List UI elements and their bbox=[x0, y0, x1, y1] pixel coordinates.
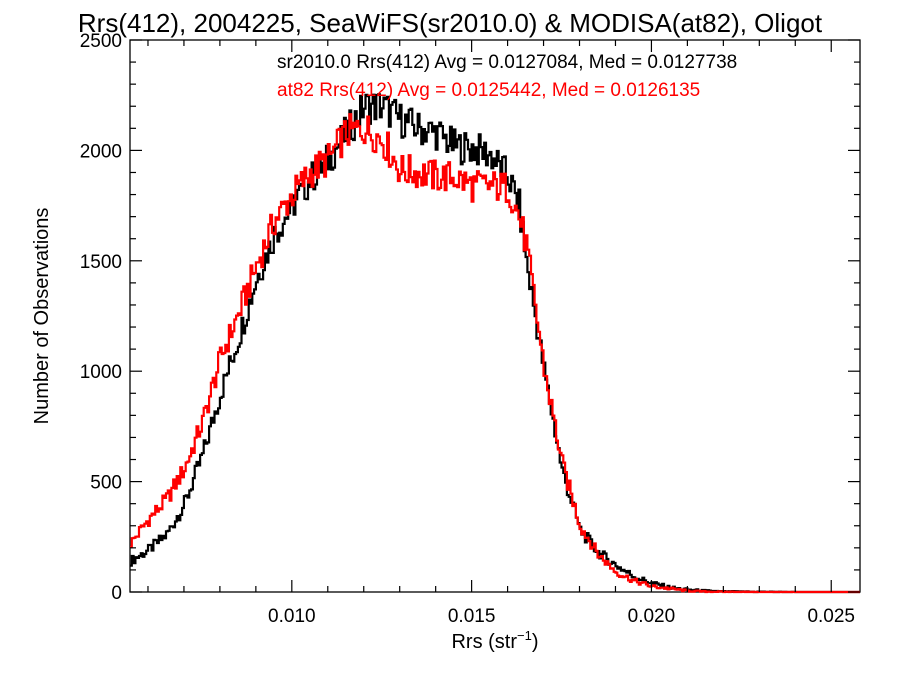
y-tick-label: 500 bbox=[90, 473, 122, 494]
x-axis-label-superscript: −1 bbox=[517, 628, 532, 643]
y-tick-label: 2000 bbox=[80, 141, 122, 162]
y-tick-label: 2500 bbox=[80, 31, 122, 52]
x-tick-label: 0.015 bbox=[448, 606, 496, 627]
series-line-2 bbox=[130, 113, 860, 594]
annotation-line-1: sr2010.0 Rrs(412) Avg = 0.0127084, Med =… bbox=[277, 52, 737, 73]
annotation-line-2: at82 Rrs(412) Avg = 0.0125442, Med = 0.0… bbox=[277, 80, 700, 101]
y-tick-label: 1000 bbox=[80, 362, 122, 383]
x-axis-label: Rrs (str−1) bbox=[451, 628, 538, 653]
y-tick-label: 1500 bbox=[80, 252, 122, 273]
y-axis: 0 500 1000 1500 2000 2500 bbox=[80, 31, 860, 604]
plot-frame bbox=[129, 39, 861, 593]
x-tick-label: 0.010 bbox=[268, 606, 316, 627]
x-axis-label-main: Rrs (str bbox=[451, 631, 517, 653]
chart-title: Rrs(412), 2004225, SeaWiFS(sr2010.0) & M… bbox=[78, 8, 823, 38]
x-axis-label-close: ) bbox=[532, 631, 539, 653]
y-axis-label: Number of Observations bbox=[31, 208, 53, 425]
y-tick-label: 0 bbox=[111, 583, 122, 604]
x-tick-label: 0.020 bbox=[628, 606, 676, 627]
plot-area bbox=[129, 39, 861, 593]
series-layer bbox=[130, 93, 860, 594]
x-tick-label: 0.025 bbox=[807, 606, 855, 627]
series-line-1 bbox=[130, 93, 860, 594]
x-axis: 0.010 0.015 0.020 0.025 bbox=[147, 40, 855, 627]
